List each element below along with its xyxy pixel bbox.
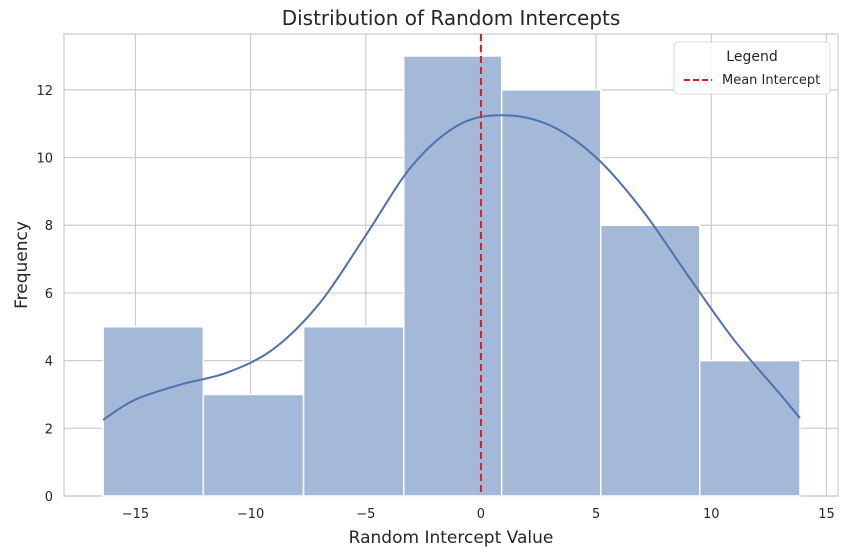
y-tick-label: 2 [45,422,53,437]
histogram-bar [599,224,701,497]
chart-title: Distribution of Random Intercepts [282,6,621,30]
y-axis-ticks: 0 2 4 6 8 10 12 [36,84,53,505]
histogram-bars [102,55,801,497]
x-tick-label: 15 [818,507,835,522]
histogram-bar [403,55,503,497]
legend-mean-label: Mean Intercept [722,73,820,88]
x-tick-label: 5 [592,507,600,522]
x-tick-label: −15 [122,507,149,522]
kde-curve [102,114,801,421]
histogram-bar [699,359,801,497]
legend-box [673,41,831,95]
y-tick-label: 8 [45,219,53,234]
histogram-bar [500,89,602,497]
x-tick-label: −5 [356,507,375,522]
histogram-bar [302,326,405,497]
histogram-bar [102,326,205,497]
y-tick-label: 0 [45,490,53,505]
x-tick-label: −10 [237,507,264,522]
y-tick-label: 10 [36,152,53,167]
y-axis-title: Frequency [12,221,32,309]
x-axis-ticks: −15 −10 −5 0 5 10 15 [122,507,835,522]
histogram-bar [202,393,305,497]
legend-title: Legend [726,49,777,65]
legend: Legend Mean Intercept [673,41,831,95]
y-tick-label: 4 [45,355,53,370]
y-tick-label: 6 [45,287,53,302]
x-tick-label: 0 [477,507,485,522]
x-axis-title: Random Intercept Value [349,528,554,548]
x-tick-label: 10 [703,507,720,522]
y-tick-label: 12 [36,84,53,99]
